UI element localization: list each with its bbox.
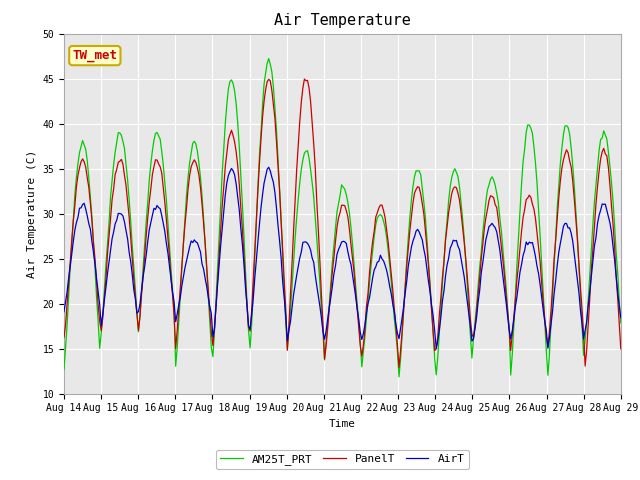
Y-axis label: Air Temperature (C): Air Temperature (C) (27, 149, 37, 278)
Text: TW_met: TW_met (72, 49, 117, 62)
AirT (617, 315, 625, 321)
AM25T_PRT (589, 222, 596, 228)
AirT (265, 164, 273, 170)
AirT (433, 346, 440, 351)
AirT (129, 272, 136, 277)
AirT (226, 168, 234, 174)
AirT (254, 240, 262, 245)
AM25T_PRT (395, 374, 403, 380)
Title: Air Temperature: Air Temperature (274, 13, 411, 28)
AirT (305, 243, 313, 249)
AM25T_PRT (617, 320, 625, 326)
AM25T_PRT (254, 185, 262, 191)
PanelT (589, 246, 596, 252)
AirT (244, 323, 252, 329)
Line: AirT: AirT (64, 167, 621, 348)
PanelT (244, 324, 252, 330)
Line: PanelT: PanelT (64, 79, 621, 367)
AM25T_PRT (265, 56, 273, 61)
PanelT (305, 85, 313, 91)
AM25T_PRT (226, 79, 234, 84)
AirT (589, 258, 596, 264)
PanelT (395, 364, 403, 370)
PanelT (129, 255, 136, 261)
Legend: AM25T_PRT, PanelT, AirT: AM25T_PRT, PanelT, AirT (216, 450, 468, 469)
PanelT (301, 76, 308, 82)
PanelT (617, 346, 625, 352)
PanelT (254, 188, 262, 193)
AirT (60, 309, 68, 314)
Line: AM25T_PRT: AM25T_PRT (64, 59, 621, 377)
AM25T_PRT (244, 328, 252, 334)
PanelT (60, 335, 68, 340)
AM25T_PRT (60, 366, 68, 372)
PanelT (226, 132, 234, 137)
AM25T_PRT (129, 243, 136, 249)
AM25T_PRT (305, 156, 313, 161)
X-axis label: Time: Time (329, 419, 356, 429)
